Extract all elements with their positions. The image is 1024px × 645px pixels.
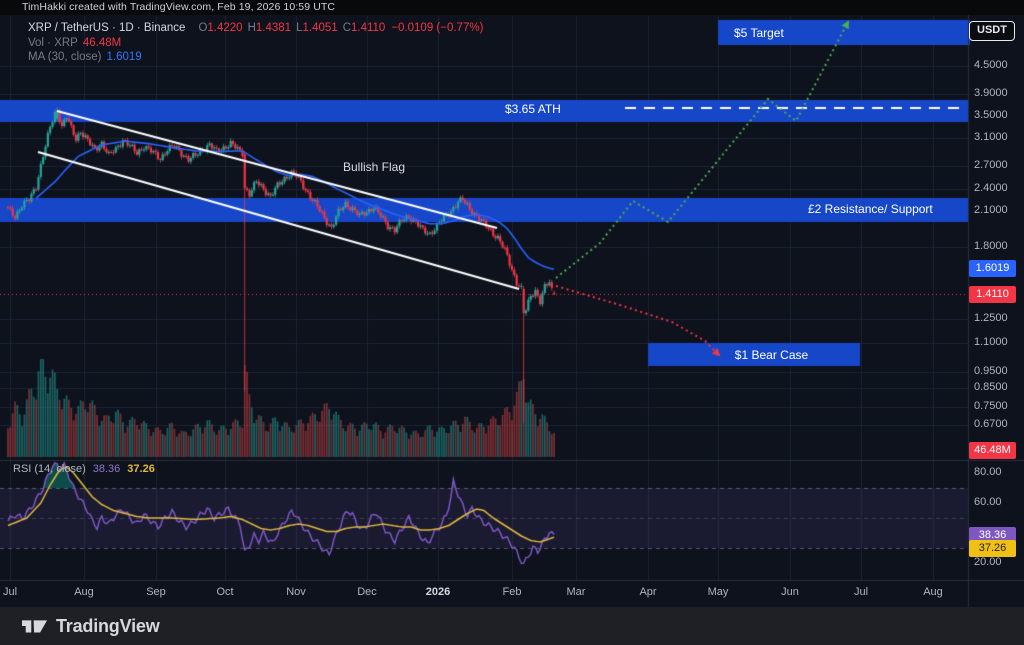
time-axis-label: Dec — [357, 586, 377, 598]
tradingview-logo-icon[interactable] — [22, 615, 48, 637]
price-axis-label: 2.1000 — [974, 204, 1008, 216]
ath-level-drawing[interactable]: $3.65 ATH — [505, 102, 561, 116]
time-axis-label: May — [707, 586, 729, 598]
tradingview-brand[interactable]: TradingView — [56, 615, 160, 636]
time-axis-label: Jul — [853, 586, 869, 598]
high-label: H — [247, 22, 256, 34]
price-axis[interactable]: 4.5000 3.9000 3.5000 3.1000 2.7000 2.4000 2.10… — [968, 15, 1024, 580]
rsi-axis-label: 20.00 — [974, 556, 1002, 568]
price-axis-label: 1.2500 — [974, 312, 1008, 324]
axis-badge: 37.26 — [969, 539, 1016, 557]
price-axis-label: 0.8500 — [974, 381, 1008, 393]
bear-case-drawing[interactable]: $1 Bear Case — [648, 343, 860, 366]
symbol-title: XRP / TetherUS · 1D · Binance — [28, 22, 186, 34]
time-axis-label: Aug — [74, 586, 94, 598]
footer-bar: TradingView — [0, 607, 1024, 645]
legend-ohlc-row: XRP / TetherUS · 1D · Binance O1.4220 H1.4… — [28, 21, 483, 36]
time-axis[interactable]: Jul Aug Sep Oct Nov Dec 2026 Feb Mar Apr May Jun Jul… — [0, 580, 968, 607]
rsi-axis-label: 60.00 — [974, 496, 1002, 508]
rsi-label: RSI (14, close) — [13, 463, 86, 475]
time-axis-label: Oct — [216, 586, 234, 598]
time-axis-label: Feb — [502, 586, 522, 598]
attribution-bar: TimHakki created with TradingView.com, F… — [0, 0, 1024, 15]
rsi-legend: RSI (14, close) 38.36 37.26 — [13, 463, 155, 475]
time-axis-label: Apr — [639, 586, 657, 598]
price-axis-label: 3.5000 — [974, 109, 1008, 121]
open-value: 1.4220 — [207, 22, 243, 34]
symbol-legend: XRP / TetherUS · 1D · Binance O1.4220 H1.4… — [28, 21, 483, 65]
close-value: 1.4110 — [351, 22, 386, 34]
axis-badge: 46.48M — [969, 441, 1016, 459]
price-axis-label: 2.7000 — [974, 159, 1008, 171]
close-label: C — [342, 22, 351, 34]
price-axis-label: 0.9500 — [974, 365, 1008, 377]
price-axis-label: 3.1000 — [974, 131, 1008, 143]
price-axis-label: 1.8000 — [974, 240, 1008, 252]
rsi-ma-value: 37.26 — [127, 463, 155, 475]
time-axis-label: Nov — [286, 586, 306, 598]
volume-value: 46.48M — [82, 36, 122, 49]
time-axis-label: Jun — [781, 586, 799, 598]
resistance-zone-drawing[interactable]: £2 Resistance/ Support — [808, 202, 933, 216]
price-axis-label: 3.9000 — [974, 87, 1008, 99]
rsi-axis-label: 80.00 — [974, 466, 1002, 478]
bullish-flag-drawing[interactable]: Bullish Flag — [343, 160, 405, 174]
high-value: 1.4381 — [255, 22, 292, 34]
target-box-label: $5 Target — [734, 25, 784, 40]
axis-badge: 1.4110 — [969, 285, 1016, 303]
volume-label: Vol · XRP — [28, 36, 78, 49]
resistance-label: £2 Resistance/ Support — [808, 202, 933, 216]
price-axis-label: 0.7500 — [974, 400, 1008, 412]
time-axis-label: Aug — [923, 586, 943, 598]
price-axis-label: 1.1000 — [974, 336, 1008, 348]
bear-box-label: $1 Bear Case — [734, 347, 809, 362]
attribution-text: TimHakki created with TradingView.com, F… — [22, 1, 336, 13]
legend-volume-row: Vol · XRP 46.48M — [28, 36, 483, 51]
low-label: L — [296, 22, 303, 34]
legend-ma-row: MA (30, close) 1.6019 — [28, 50, 483, 65]
change-value: −0.0109 (−0.77%) — [391, 22, 484, 34]
rsi-value: 38.36 — [92, 463, 121, 475]
time-axis-label: Mar — [566, 586, 586, 598]
time-axis-label: Sep — [146, 586, 166, 598]
price-axis-label: 4.5000 — [974, 59, 1008, 71]
ma-value: 1.6019 — [106, 51, 142, 63]
target-price-drawing[interactable]: $5 Target — [718, 20, 970, 45]
ma-label: MA (30, close) — [28, 51, 102, 63]
axis-badge: 38.36 — [969, 526, 1016, 544]
open-label: O — [198, 22, 208, 34]
axis-badge: 1.6019 — [969, 259, 1016, 277]
flag-label: Bullish Flag — [343, 160, 406, 174]
time-axis-label: Jul — [2, 586, 18, 598]
currency-toggle-button[interactable]: USDT — [969, 21, 1015, 41]
time-axis-label: 2026 — [425, 586, 451, 598]
price-axis-label: 0.6700 — [974, 418, 1008, 430]
price-axis-label: 2.4000 — [974, 182, 1008, 194]
low-value: 1.4051 — [302, 22, 338, 34]
ath-label: $3.65 ATH — [505, 102, 561, 116]
